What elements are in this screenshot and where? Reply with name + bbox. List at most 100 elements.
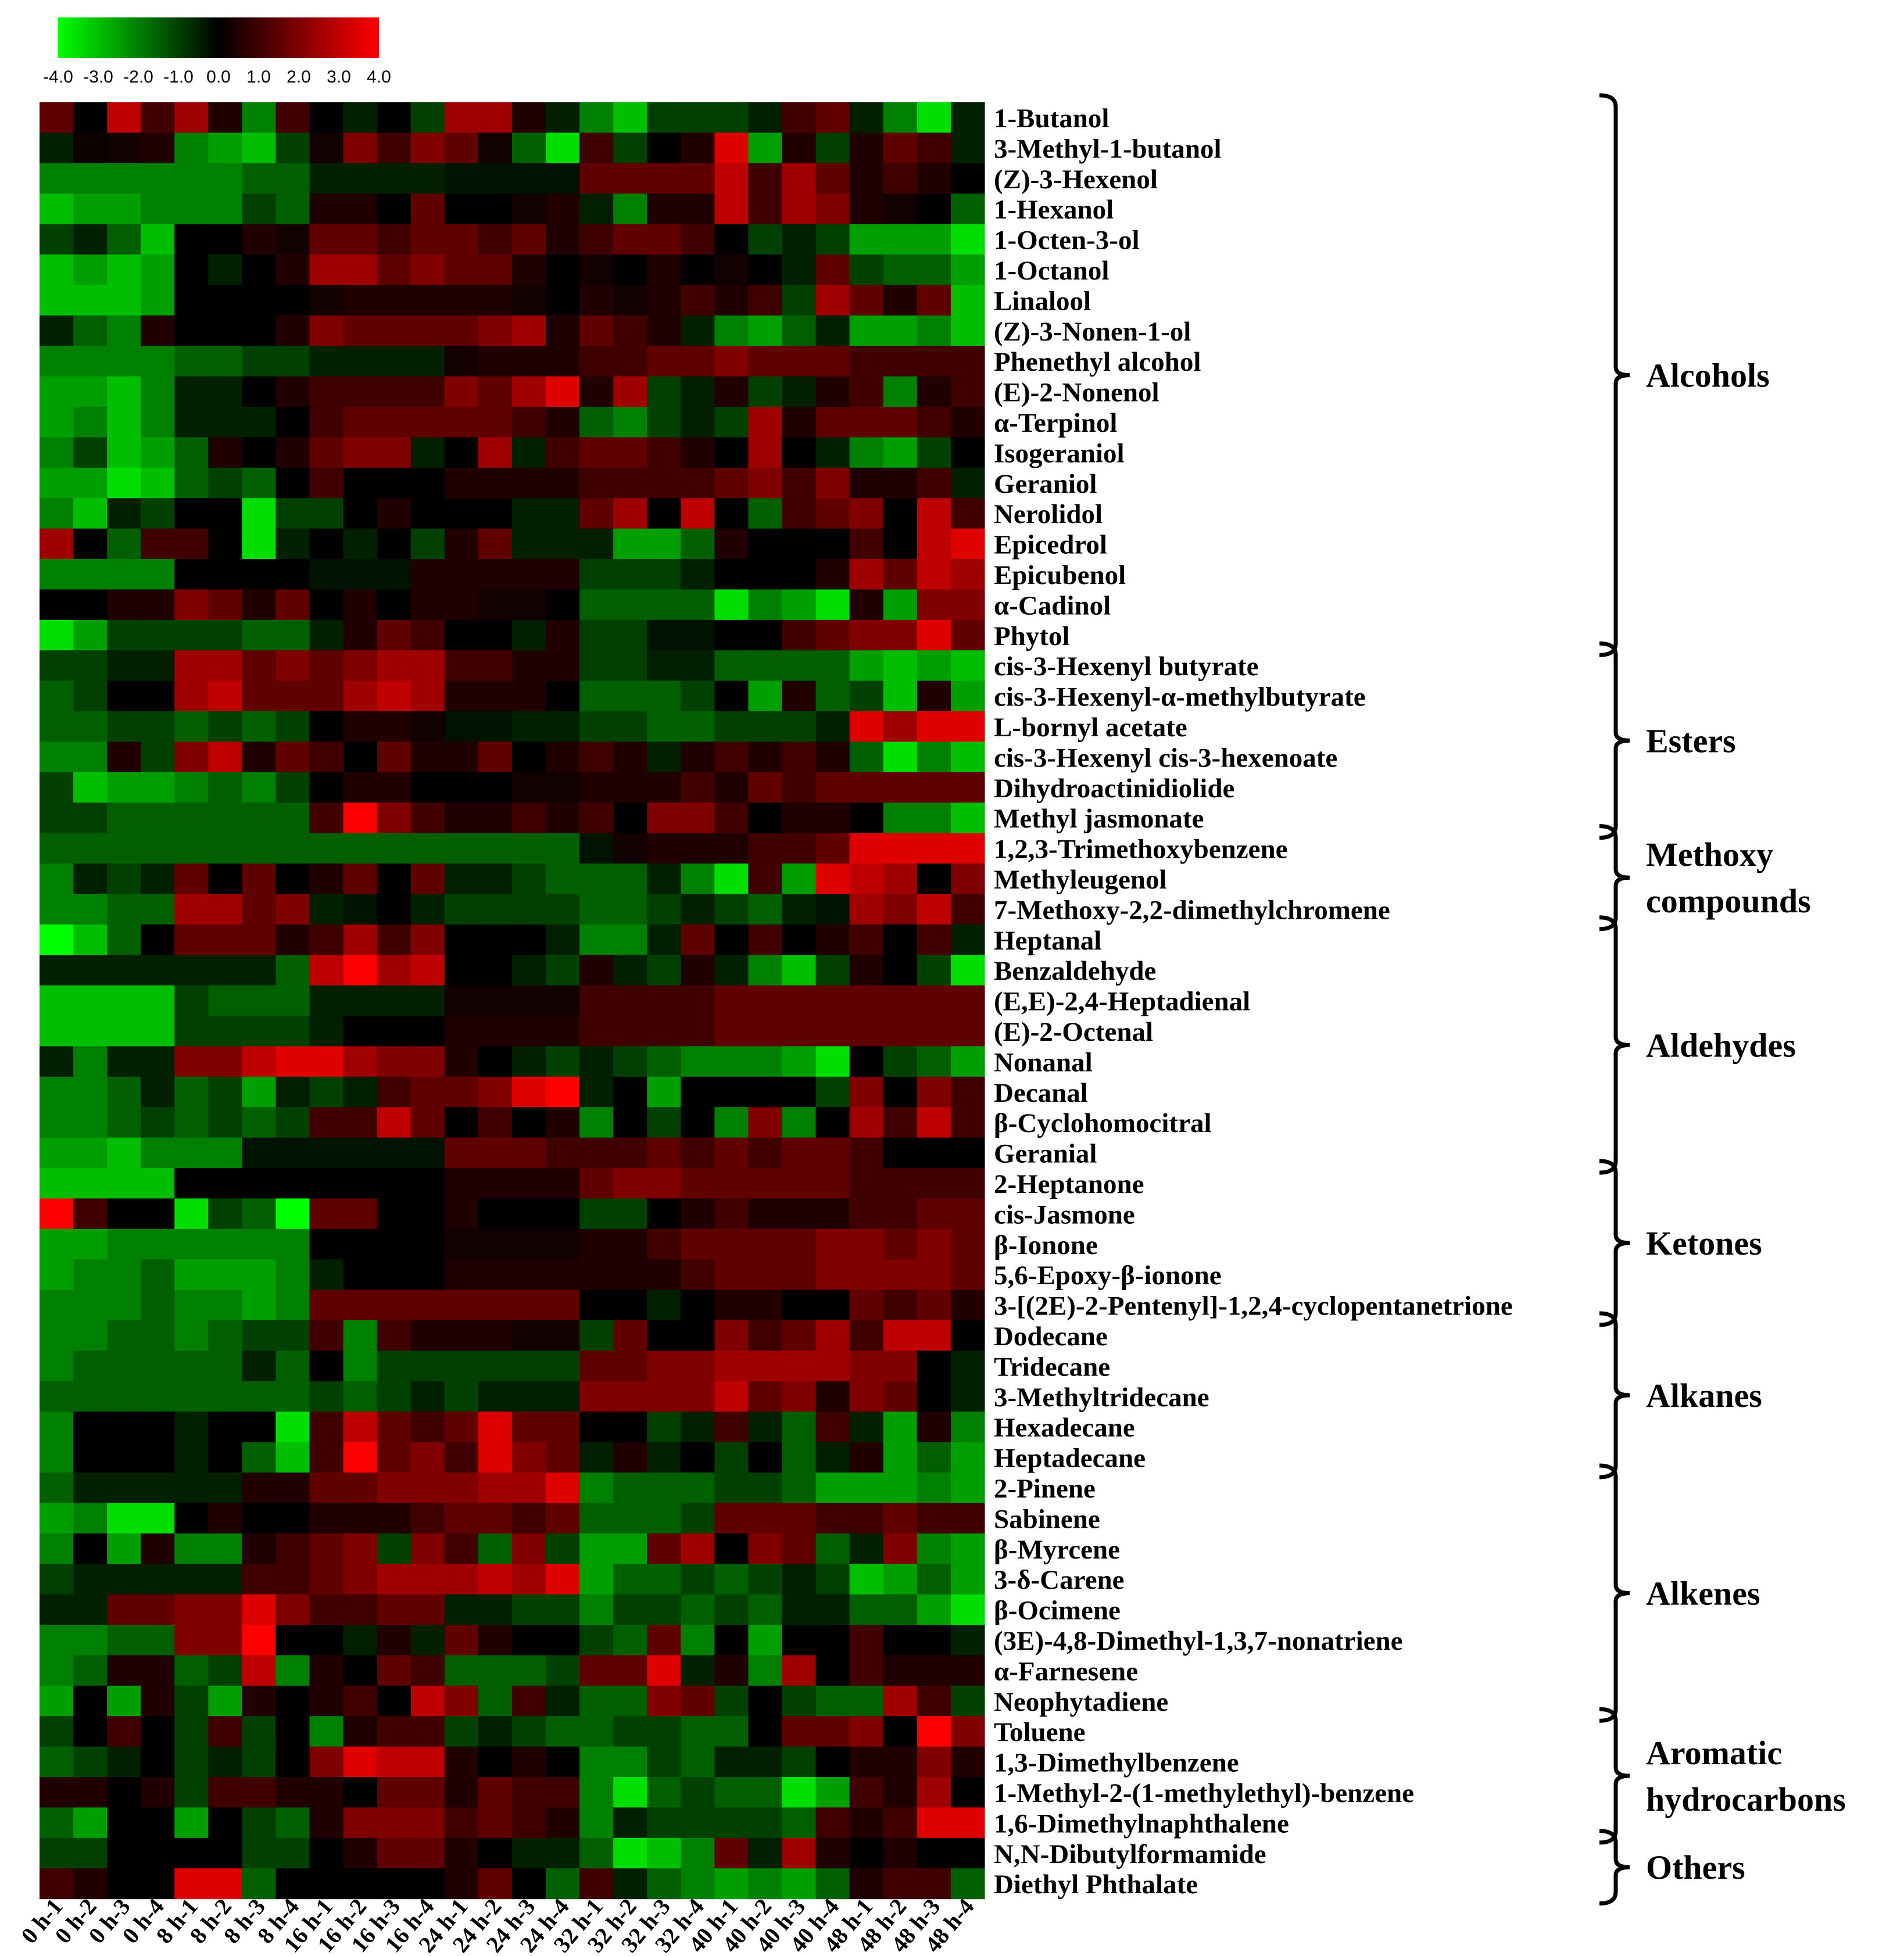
heatmap-cell <box>815 1594 850 1625</box>
heatmap-cell <box>73 1503 108 1534</box>
heatmap-cell <box>579 437 614 468</box>
heatmap-cell <box>950 1746 985 1778</box>
heatmap-cell <box>883 559 918 590</box>
heatmap-cell <box>748 315 783 346</box>
heatmap-cell <box>40 1837 74 1869</box>
heatmap-cell <box>40 1685 74 1717</box>
heatmap-cell <box>647 1381 681 1412</box>
heatmap-cell <box>782 559 817 590</box>
heatmap-cell <box>849 1198 884 1230</box>
heatmap-cell <box>343 163 378 194</box>
heatmap-cell <box>478 1320 513 1351</box>
heatmap-cell <box>141 1777 175 1808</box>
heatmap-cell <box>950 741 985 773</box>
heatmap-cell <box>950 467 985 499</box>
heatmap-cell <box>511 803 546 834</box>
heatmap-cell <box>208 619 243 651</box>
heatmap-cell <box>782 1685 817 1717</box>
heatmap-cell <box>782 102 817 133</box>
heatmap-cell <box>883 407 918 438</box>
heatmap-cell <box>275 1625 310 1656</box>
heatmap-cell <box>782 650 817 682</box>
heatmap-cell <box>141 407 175 438</box>
heatmap-cell <box>309 619 344 651</box>
heatmap-cell <box>782 1381 817 1412</box>
heatmap-cell <box>107 467 141 499</box>
heatmap-cell <box>681 194 715 225</box>
heatmap-cell <box>748 833 783 864</box>
heatmap-cell <box>917 1228 951 1260</box>
heatmap-cell <box>208 741 243 773</box>
heatmap-cell <box>208 1168 243 1199</box>
heatmap-cell <box>647 1107 681 1138</box>
heatmap-cell <box>478 803 513 834</box>
heatmap-cell <box>309 1016 344 1047</box>
heatmap-cell <box>107 315 141 346</box>
heatmap-cell <box>444 1625 479 1656</box>
heatmap-cell <box>309 163 344 194</box>
heatmap-cell <box>681 467 715 499</box>
row-label: 2-Pinene <box>994 1474 1096 1504</box>
heatmap-cell <box>309 1473 344 1503</box>
heatmap-cell <box>73 1868 108 1900</box>
heatmap-cell <box>242 1503 277 1534</box>
heatmap-cell <box>748 1228 783 1260</box>
heatmap-cell <box>883 1016 918 1047</box>
heatmap-cell <box>309 985 344 1016</box>
heatmap-cell <box>141 589 175 621</box>
heatmap-cell <box>343 894 378 925</box>
heatmap-cell <box>141 741 175 773</box>
heatmap-cell <box>917 955 951 986</box>
heatmap-cell <box>73 803 108 834</box>
heatmap-cell <box>478 285 513 316</box>
heatmap-cell <box>275 1503 310 1534</box>
heatmap-cell <box>208 498 243 529</box>
heatmap-cell <box>815 194 850 225</box>
heatmap-cell <box>782 894 817 925</box>
heatmap-cell <box>343 1868 378 1900</box>
heatmap-cell <box>782 1746 817 1778</box>
heatmap-cell <box>883 711 918 742</box>
heatmap-cell <box>511 1381 546 1412</box>
heatmap-cell <box>748 1046 783 1077</box>
heatmap-cell <box>917 1503 951 1534</box>
heatmap-cell <box>410 376 445 407</box>
heatmap-cell <box>444 894 479 925</box>
heatmap-cell <box>511 255 546 285</box>
heatmap-cell <box>174 1107 209 1138</box>
heatmap-cell <box>782 1533 817 1564</box>
row-label: Geranial <box>994 1139 1097 1169</box>
heatmap-cell <box>883 285 918 316</box>
heatmap-cell <box>917 1564 951 1595</box>
heatmap-cell <box>647 559 681 590</box>
heatmap-cell <box>107 589 141 621</box>
heatmap-cell <box>40 985 74 1016</box>
heatmap-cell <box>511 741 546 773</box>
heatmap-cell <box>309 1837 344 1869</box>
heatmap-cell <box>815 711 850 742</box>
heatmap-cell <box>40 132 74 164</box>
heatmap-cell <box>444 833 479 864</box>
heatmap-cell <box>748 346 783 377</box>
heatmap-cell <box>714 1685 749 1717</box>
heatmap-cell <box>782 1503 817 1534</box>
heatmap-cell <box>208 1137 243 1169</box>
heatmap-cell <box>444 1594 479 1625</box>
heatmap-cell <box>917 407 951 438</box>
heatmap-cell <box>343 1076 378 1108</box>
heatmap-cell <box>511 1016 546 1047</box>
heatmap-cell <box>782 985 817 1016</box>
heatmap-cell <box>511 1107 546 1138</box>
heatmap-cell <box>546 955 580 986</box>
heatmap-cell <box>242 1381 277 1412</box>
heatmap-cell <box>377 1107 411 1138</box>
heatmap-cell <box>343 498 378 529</box>
heatmap-cell <box>815 1473 850 1503</box>
heatmap-cell <box>815 1442 850 1473</box>
heatmap-cell <box>410 467 445 499</box>
heatmap-cell <box>681 1137 715 1169</box>
heatmap-cell <box>242 1473 277 1503</box>
heatmap-cell <box>478 407 513 438</box>
heatmap-cell <box>748 894 783 925</box>
heatmap-cell <box>73 1473 108 1503</box>
